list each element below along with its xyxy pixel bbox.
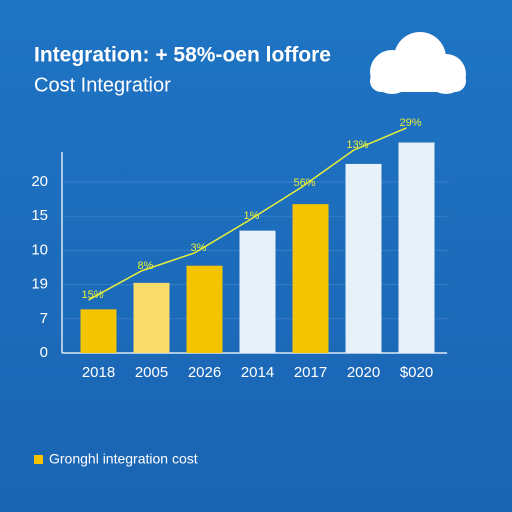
annotation: 8% [138, 260, 154, 272]
y-axis-label: 0 [40, 344, 48, 361]
y-axis-label: 15 [31, 207, 48, 224]
x-tick-label: 2018 [82, 364, 115, 381]
legend-label: Gronghl integration cost [49, 451, 198, 467]
bar [133, 282, 170, 353]
y-axis-label: 10 [31, 241, 48, 258]
x-tick-label: 2026 [188, 364, 221, 381]
chart-title: Integration: + 58%-oen loffore [34, 44, 331, 67]
trend-line [88, 127, 407, 301]
cloud-icon [370, 32, 466, 94]
chart-subtitle: Cost Integratior [34, 74, 171, 96]
bar [80, 309, 117, 353]
x-tick-label: 2014 [241, 364, 274, 381]
bar [186, 265, 223, 353]
bar [239, 230, 276, 353]
bar [398, 142, 435, 353]
annotation: 13% [346, 139, 368, 151]
y-axis-label: 20 [31, 173, 48, 190]
legend-swatch [34, 455, 43, 464]
bar [345, 163, 382, 353]
annotation: 3% [191, 242, 207, 254]
x-tick-label: 2005 [135, 364, 168, 381]
y-axis-label: 7 [40, 310, 48, 327]
y-axis-label: 19 [31, 276, 48, 293]
annotation: 56% [293, 177, 315, 189]
annotation: 1% [244, 210, 260, 222]
bar [292, 204, 329, 353]
x-tick-label: 2020 [347, 364, 380, 381]
annotation: 15% [81, 289, 103, 301]
annotation: 29% [399, 117, 421, 129]
x-tick-label: $020 [400, 364, 433, 381]
x-tick-label: 2017 [294, 364, 327, 381]
